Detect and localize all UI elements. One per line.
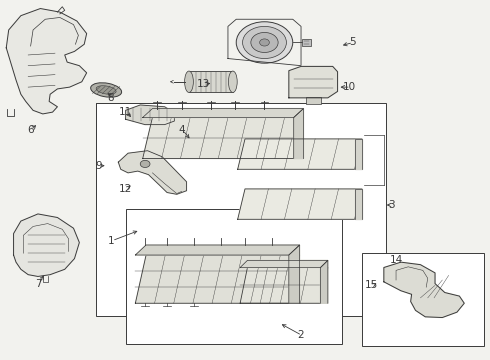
- Polygon shape: [238, 189, 362, 219]
- Polygon shape: [14, 214, 79, 276]
- Text: 11: 11: [119, 107, 132, 117]
- Circle shape: [236, 22, 293, 63]
- Polygon shape: [294, 109, 303, 158]
- Polygon shape: [289, 66, 338, 98]
- Polygon shape: [125, 105, 174, 125]
- Bar: [125, 208, 343, 344]
- Text: 15: 15: [365, 280, 378, 291]
- Polygon shape: [240, 260, 328, 267]
- Circle shape: [260, 39, 270, 46]
- Polygon shape: [355, 189, 362, 219]
- Polygon shape: [355, 139, 362, 169]
- Text: 8: 8: [108, 93, 114, 103]
- Polygon shape: [135, 245, 299, 255]
- Text: 2: 2: [298, 330, 304, 341]
- Text: 13: 13: [197, 78, 210, 89]
- Circle shape: [251, 32, 278, 53]
- Polygon shape: [135, 255, 299, 303]
- Polygon shape: [238, 139, 362, 169]
- Bar: [362, 253, 484, 346]
- Text: 9: 9: [96, 161, 102, 171]
- Polygon shape: [320, 260, 328, 303]
- Text: 3: 3: [388, 200, 394, 210]
- Ellipse shape: [91, 83, 122, 97]
- Bar: [306, 98, 320, 104]
- Text: 6: 6: [27, 125, 34, 135]
- Polygon shape: [143, 117, 303, 158]
- Circle shape: [243, 26, 287, 59]
- Text: 4: 4: [178, 125, 185, 135]
- Text: 7: 7: [35, 279, 41, 289]
- Ellipse shape: [96, 86, 116, 94]
- Circle shape: [140, 160, 150, 167]
- Polygon shape: [289, 245, 299, 303]
- Bar: [189, 71, 233, 93]
- Polygon shape: [240, 267, 328, 303]
- Polygon shape: [384, 262, 464, 318]
- Text: 5: 5: [349, 37, 356, 48]
- Bar: [97, 103, 386, 316]
- Bar: [97, 103, 213, 221]
- Polygon shape: [6, 9, 87, 114]
- Ellipse shape: [185, 71, 194, 93]
- Text: 1: 1: [108, 236, 114, 246]
- Text: 12: 12: [119, 184, 132, 194]
- Text: 10: 10: [343, 82, 356, 92]
- Bar: [302, 39, 311, 46]
- Polygon shape: [118, 151, 187, 194]
- Ellipse shape: [228, 71, 237, 93]
- Text: 14: 14: [390, 255, 403, 265]
- Polygon shape: [143, 109, 303, 117]
